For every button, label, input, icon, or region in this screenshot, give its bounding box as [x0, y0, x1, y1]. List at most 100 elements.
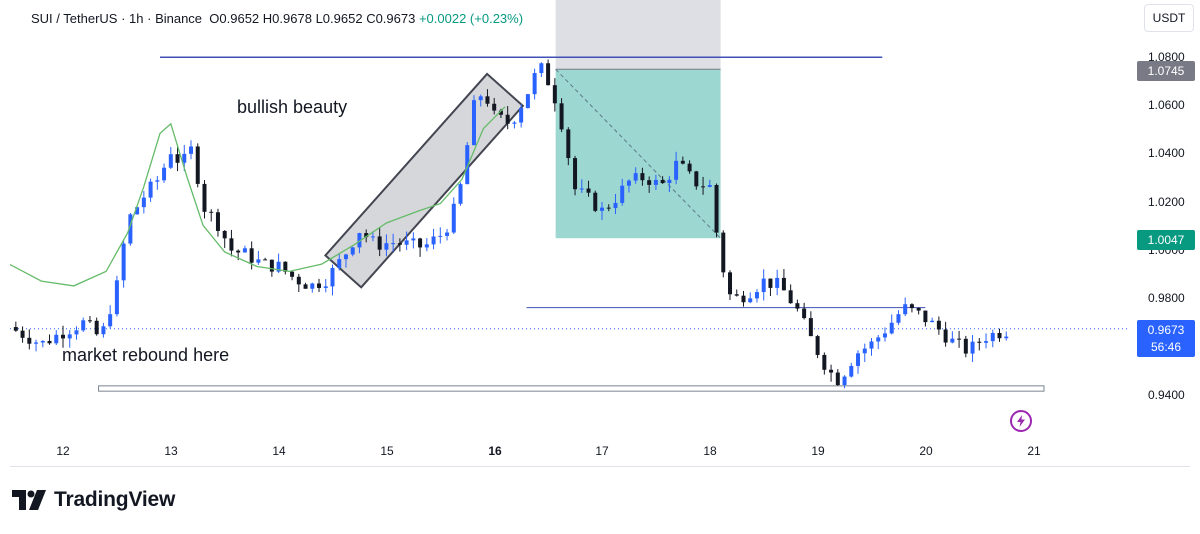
candle-up	[862, 348, 867, 354]
candle-up	[135, 207, 140, 215]
x-tick: 17	[595, 444, 609, 458]
candle-up	[357, 233, 362, 248]
moving-average-line	[10, 106, 506, 287]
candle-up	[40, 340, 45, 343]
candle-up	[896, 314, 901, 323]
candle-down	[741, 295, 746, 303]
candle-down	[701, 186, 706, 188]
candle-up	[343, 254, 348, 260]
candle-down	[586, 188, 591, 193]
candle-up	[276, 261, 281, 272]
candle-down	[795, 303, 800, 309]
candle-up	[478, 96, 483, 101]
candle-up	[532, 73, 537, 95]
close-value: C0.9673	[366, 11, 416, 26]
open-value: O0.9652	[209, 11, 260, 26]
candle-down	[269, 259, 274, 272]
candle-up	[842, 376, 847, 386]
x-tick: 12	[56, 444, 70, 458]
candle-up	[445, 232, 450, 236]
candle-down	[802, 308, 807, 319]
candle-down	[505, 114, 510, 124]
annotation-bullish-beauty: bullish beauty	[237, 97, 348, 117]
candle-down	[492, 103, 497, 111]
candle-up	[754, 292, 759, 299]
tradingview-logo[interactable]: TradingView	[12, 488, 175, 512]
candle-down	[209, 211, 214, 213]
candle-up	[775, 277, 780, 288]
x-tick: 14	[272, 444, 286, 458]
candle-down	[835, 372, 840, 386]
candle-down	[215, 212, 220, 231]
candle-up	[148, 181, 153, 198]
tradingview-logo-icon	[12, 490, 46, 510]
candle-down	[397, 243, 402, 245]
candle-down	[640, 173, 645, 181]
candle-down	[660, 179, 665, 184]
y-tick: 1.0200	[1148, 195, 1185, 209]
candle-up	[370, 236, 375, 238]
candle-down	[593, 192, 598, 211]
candle-up	[990, 332, 995, 342]
brand-name: TradingView	[54, 488, 176, 511]
candle-down	[222, 230, 227, 239]
candle-down	[236, 250, 241, 253]
candle-down	[27, 337, 32, 344]
candle-down	[788, 290, 793, 304]
candle-up	[707, 185, 712, 187]
lightning-icon[interactable]	[1010, 410, 1032, 432]
candle-up	[465, 145, 470, 185]
candle-down	[552, 85, 557, 104]
candle-up	[667, 179, 672, 184]
candle-down	[377, 236, 382, 250]
candle-up	[384, 243, 389, 250]
candle-down	[195, 146, 200, 184]
candle-down	[559, 103, 564, 130]
candle-up	[579, 188, 584, 190]
candle-down	[296, 276, 301, 285]
candle-up	[869, 341, 874, 349]
candle-down	[202, 183, 207, 212]
candle-up	[613, 202, 618, 209]
y-tick: 1.0800	[1148, 50, 1185, 64]
last-price-tag: 0.9673	[1137, 320, 1195, 340]
annotation-market-rebound: market rebound here	[62, 345, 230, 365]
candle-up	[242, 248, 247, 253]
currency-button[interactable]: USDT	[1144, 4, 1194, 32]
chart-panel[interactable]: SUI / TetherUS · 1h · Binance O0.9652 H0…	[10, 0, 1195, 467]
candle-up	[889, 322, 894, 334]
candle-up	[903, 304, 908, 315]
candle-down	[923, 310, 928, 323]
candle-up	[471, 100, 476, 146]
candle-up	[626, 180, 631, 186]
candle-down	[418, 238, 423, 248]
candle-up	[970, 341, 975, 354]
candle-up	[108, 314, 113, 327]
candle-down	[916, 307, 921, 311]
candle-down	[485, 96, 490, 104]
candle-up	[256, 259, 261, 263]
candle-down	[963, 338, 968, 354]
high-value: H0.9678	[262, 11, 312, 26]
interval: 1h	[129, 11, 144, 26]
candle-down	[728, 272, 733, 295]
price-chart[interactable]	[10, 0, 1190, 466]
candle-down	[822, 354, 827, 370]
x-tick: 15	[380, 444, 394, 458]
candle-up	[162, 167, 167, 181]
candle-down	[694, 171, 699, 187]
candle-down	[13, 327, 18, 331]
candle-down	[808, 318, 813, 337]
candle-up	[876, 337, 881, 342]
candle-down	[364, 233, 369, 238]
candle-down	[721, 232, 726, 273]
candle-up	[411, 238, 416, 241]
candle-up	[323, 286, 328, 288]
candles	[13, 59, 1009, 389]
candle-up	[350, 247, 355, 255]
support-zone	[98, 385, 1045, 392]
candle-down	[943, 329, 948, 343]
candle-up	[168, 154, 173, 168]
candle-down	[263, 259, 268, 261]
candle-down	[680, 160, 685, 164]
